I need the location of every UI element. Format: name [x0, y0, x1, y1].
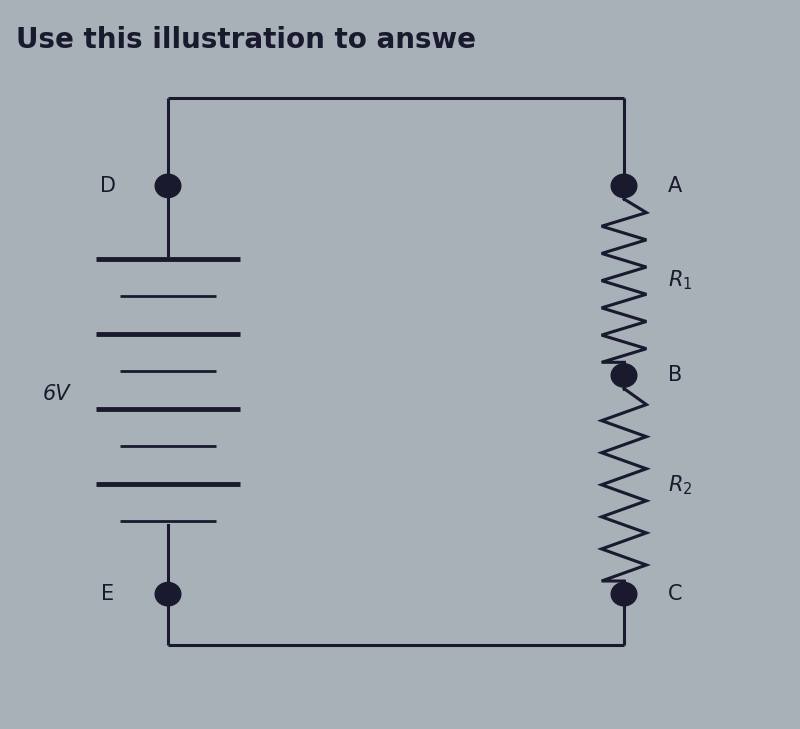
Circle shape	[155, 174, 181, 198]
Circle shape	[155, 582, 181, 606]
Circle shape	[611, 174, 637, 198]
Text: 6V: 6V	[42, 383, 70, 404]
Text: $R_2$: $R_2$	[668, 473, 692, 496]
Text: B: B	[668, 365, 682, 386]
Text: C: C	[668, 584, 682, 604]
Text: A: A	[668, 176, 682, 196]
Text: $R_1$: $R_1$	[668, 269, 692, 292]
Circle shape	[611, 364, 637, 387]
Text: D: D	[100, 176, 116, 196]
Text: Use this illustration to answe: Use this illustration to answe	[16, 26, 476, 53]
Text: E: E	[102, 584, 114, 604]
Circle shape	[611, 582, 637, 606]
